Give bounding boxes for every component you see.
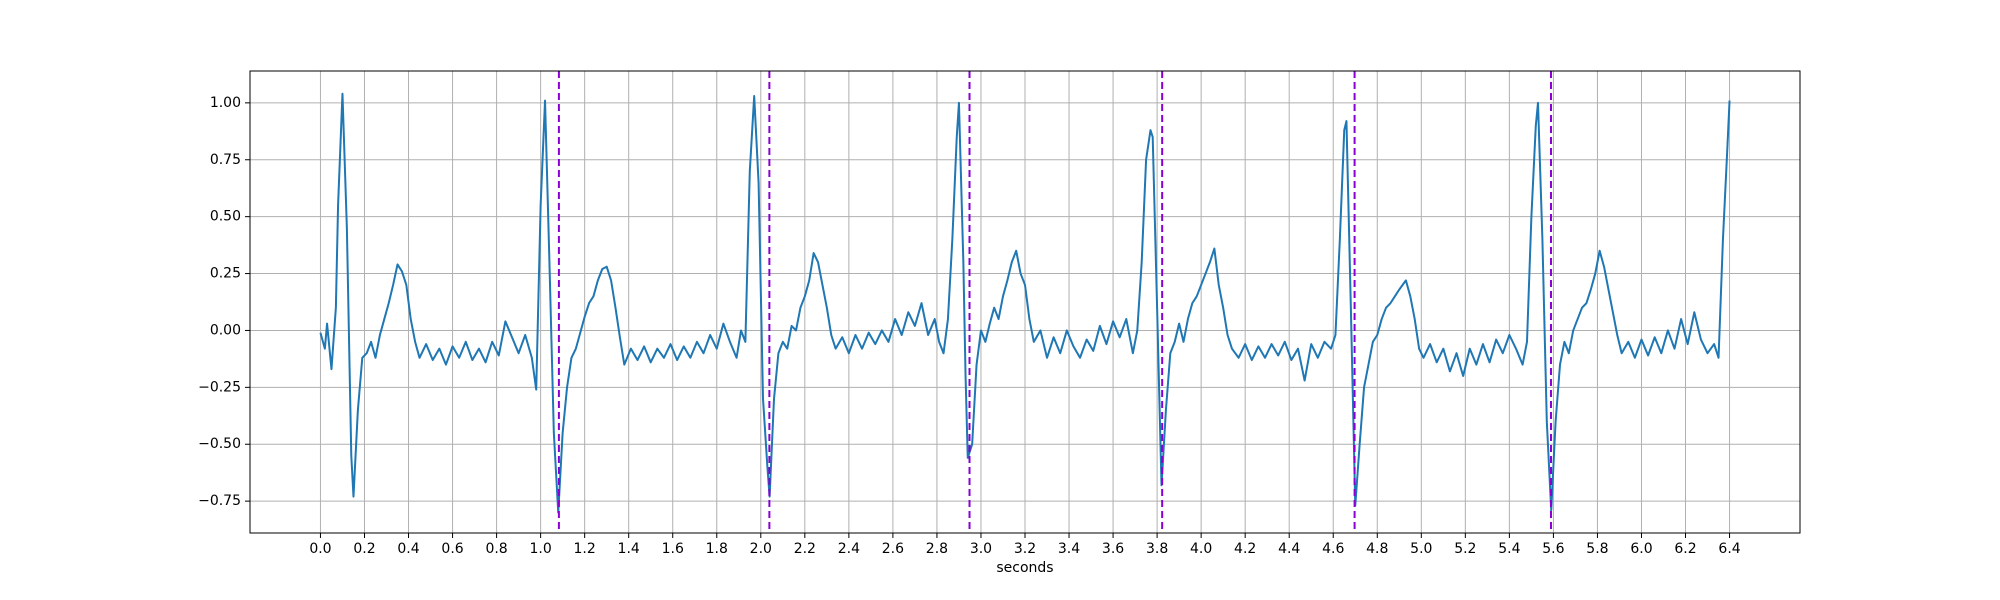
- x-tick-label: 1.2: [574, 541, 596, 557]
- x-tick-label: 1.4: [618, 541, 640, 557]
- x-tick-label: 0.0: [309, 541, 331, 557]
- x-tick-label: 1.6: [662, 541, 684, 557]
- x-tick-label: 2.8: [926, 541, 948, 557]
- x-tick-label: 2.6: [882, 541, 904, 557]
- x-tick-label: 4.2: [1234, 541, 1256, 557]
- x-tick-label: 3.6: [1102, 541, 1124, 557]
- x-tick-label: 3.0: [970, 541, 992, 557]
- x-tick-label: 1.0: [529, 541, 551, 557]
- x-tick-label: 3.4: [1058, 541, 1080, 557]
- x-tick-label: 2.4: [838, 541, 860, 557]
- x-tick-label: 0.2: [353, 541, 375, 557]
- x-tick-label: 5.2: [1454, 541, 1476, 557]
- x-tick-label: 1.8: [706, 541, 728, 557]
- y-tick-label: 0.75: [210, 152, 241, 168]
- x-tick-label: 4.8: [1366, 541, 1388, 557]
- x-tick-label: 0.4: [397, 541, 419, 557]
- x-tick-label: 4.0: [1190, 541, 1212, 557]
- x-tick-label: 2.0: [750, 541, 772, 557]
- y-tick-label: 0.25: [210, 266, 241, 282]
- x-tick-label: 2.2: [794, 541, 816, 557]
- x-tick-label: 0.6: [441, 541, 463, 557]
- x-tick-label: 6.0: [1630, 541, 1652, 557]
- x-tick-label: 3.2: [1014, 541, 1036, 557]
- x-tick-label: 4.4: [1278, 541, 1300, 557]
- x-tick-label: 6.4: [1718, 541, 1740, 557]
- y-tick-label: 0.00: [210, 322, 241, 338]
- x-tick-label: 4.6: [1322, 541, 1344, 557]
- y-tick-label: −0.50: [198, 436, 241, 452]
- x-tick-label: 5.0: [1410, 541, 1432, 557]
- y-tick-label: 0.50: [210, 209, 241, 225]
- y-tick-label: 1.00: [210, 95, 241, 111]
- axes-frame: [249, 70, 1801, 534]
- signal-line: [319, 92, 1731, 514]
- x-axis-label: seconds: [996, 560, 1053, 576]
- x-tick-label: 6.2: [1674, 541, 1696, 557]
- x-tick-label: 5.4: [1498, 541, 1520, 557]
- x-tick-label: 5.8: [1586, 541, 1608, 557]
- y-tick-label: −0.75: [198, 493, 241, 509]
- y-tick-label: −0.25: [198, 379, 241, 395]
- x-tick-label: 0.8: [485, 541, 507, 557]
- x-tick-label: 3.8: [1146, 541, 1168, 557]
- x-tick-label: 5.6: [1542, 541, 1564, 557]
